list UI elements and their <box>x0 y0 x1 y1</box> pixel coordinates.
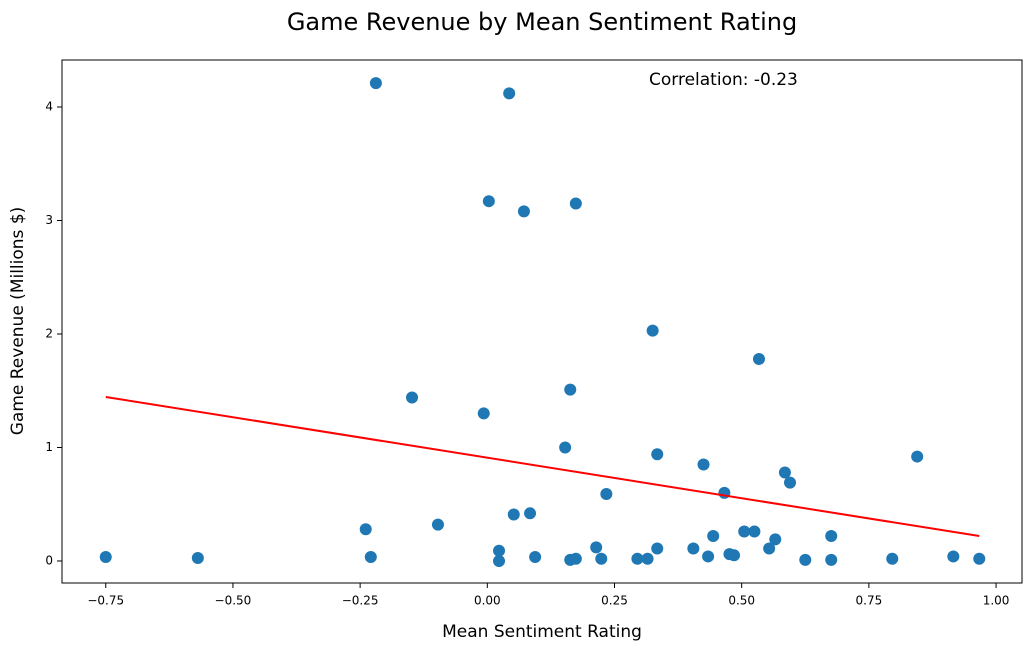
point <box>406 391 419 404</box>
x-tick-label: 0.00 <box>474 594 501 608</box>
x-tick-label: −0.75 <box>87 594 124 608</box>
annotation: Correlation: -0.23 <box>649 70 798 90</box>
point <box>947 550 960 563</box>
point <box>697 458 710 471</box>
y-tick-label: 1 <box>45 440 53 454</box>
point <box>595 552 608 565</box>
point <box>364 551 377 564</box>
x-tick-label: 0.75 <box>856 594 883 608</box>
point <box>569 197 582 210</box>
x-tick-label: 1.00 <box>983 594 1010 608</box>
point <box>359 523 372 536</box>
point <box>191 552 204 565</box>
point <box>641 552 654 565</box>
y-tick-label: 0 <box>45 553 53 567</box>
point <box>778 466 791 479</box>
x-tick-label: 0.50 <box>728 594 755 608</box>
point <box>493 544 506 557</box>
point <box>503 87 516 100</box>
point <box>564 383 577 396</box>
point <box>507 508 520 521</box>
point <box>784 476 797 489</box>
point <box>651 542 664 555</box>
point <box>973 552 986 565</box>
point <box>769 533 782 546</box>
x-tick-label: 0.25 <box>601 594 628 608</box>
point <box>728 549 741 562</box>
point <box>369 77 382 90</box>
plot-frame <box>61 59 1023 584</box>
x-tick-label: −0.50 <box>215 594 252 608</box>
y-tick-label: 4 <box>45 99 53 113</box>
point <box>99 551 112 564</box>
point <box>763 542 776 555</box>
point <box>569 552 582 565</box>
point <box>738 525 751 538</box>
y-axis-label: Game Revenue (Millions $) <box>8 207 28 436</box>
point <box>559 441 572 454</box>
point <box>590 541 603 554</box>
point <box>493 554 506 567</box>
point <box>651 448 664 461</box>
chart-title: Game Revenue by Mean Sentiment Rating <box>287 8 797 36</box>
point <box>482 195 495 208</box>
x-tick-label: −0.25 <box>342 594 379 608</box>
point <box>799 553 812 566</box>
point <box>477 407 490 420</box>
point <box>748 525 761 538</box>
point <box>631 552 644 565</box>
point <box>702 550 715 563</box>
point <box>646 324 659 337</box>
y-tick-label: 3 <box>45 213 53 227</box>
point <box>825 530 838 543</box>
point <box>431 518 444 531</box>
point <box>911 450 924 463</box>
point <box>825 553 838 566</box>
point <box>517 205 530 218</box>
x-axis-label: Mean Sentiment Rating <box>442 622 642 642</box>
y-tick-label: 2 <box>45 326 53 340</box>
point <box>524 507 537 520</box>
point <box>886 552 899 565</box>
point <box>707 530 720 543</box>
point <box>687 542 700 555</box>
point <box>529 551 542 564</box>
point <box>600 488 613 501</box>
point <box>752 352 765 365</box>
trend-line <box>105 395 980 537</box>
